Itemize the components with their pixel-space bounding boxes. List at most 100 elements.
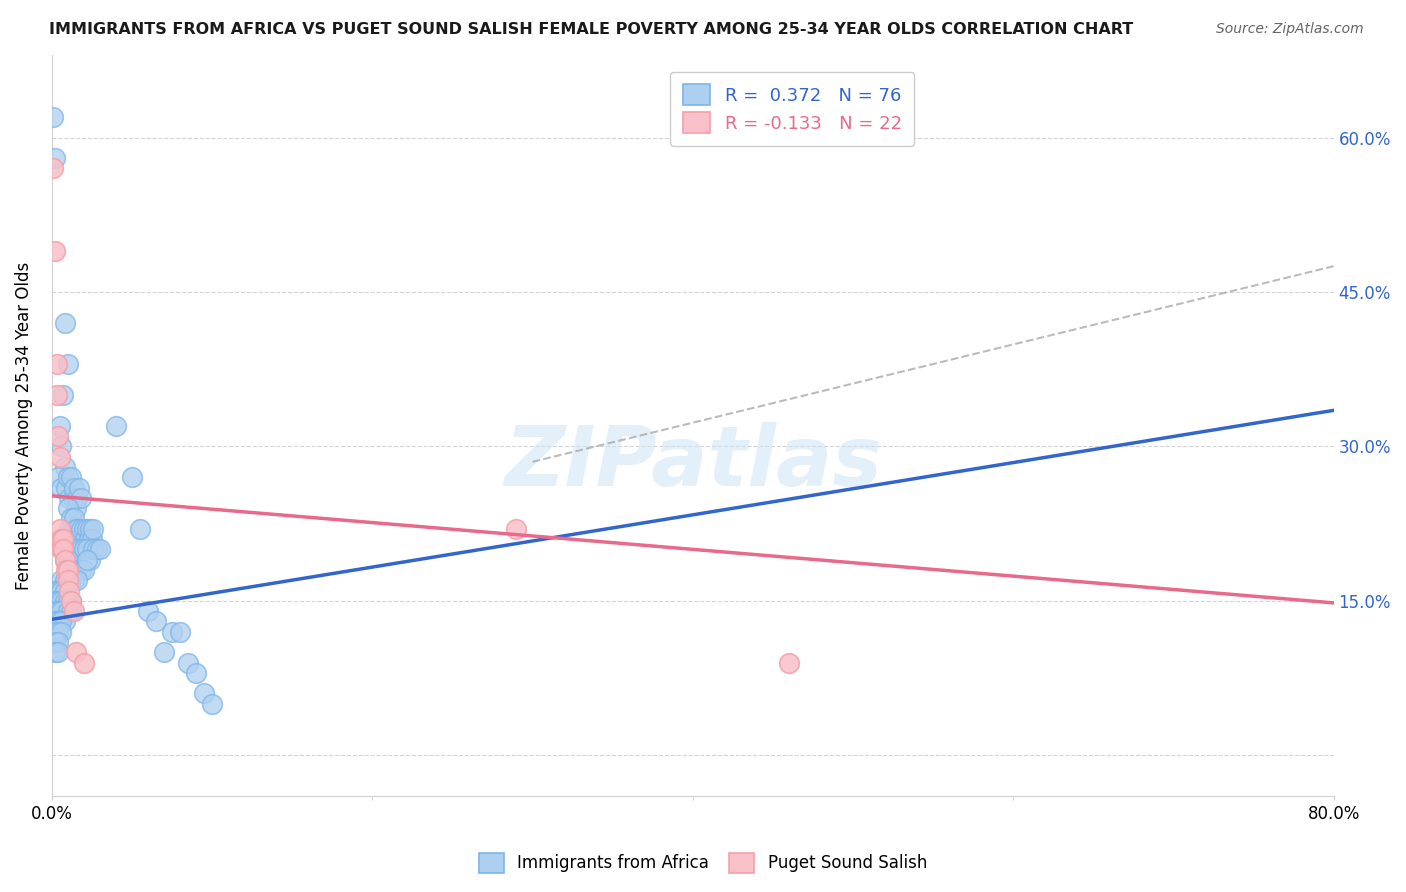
Point (75, 532, 97, 546)
Point (76, 542, 98, 557)
Point (65, 645, 87, 659)
Point (73, 542, 96, 557)
Point (46, 615, 69, 629)
Point (42, 110, 65, 124)
Point (201, 697, 224, 711)
Point (45, 357, 67, 371)
Point (46, 624, 69, 639)
Point (69, 491, 91, 505)
Point (56, 604, 79, 618)
Point (59, 604, 82, 618)
Legend: R =  0.372   N = 76, R = -0.133   N = 22: R = 0.372 N = 76, R = -0.133 N = 22 (671, 71, 914, 145)
Point (59, 594, 82, 608)
Point (63, 604, 86, 618)
Point (51, 594, 73, 608)
Point (51, 604, 73, 618)
Point (44, 594, 66, 608)
Point (169, 624, 191, 639)
Point (44, 604, 66, 618)
Point (51, 481, 73, 495)
Point (44, 244, 66, 258)
Point (136, 604, 159, 618)
Point (160, 624, 183, 639)
Point (56, 573, 79, 587)
Point (58, 522, 80, 536)
Point (177, 656, 200, 670)
Point (44, 151, 66, 165)
Point (63, 511, 86, 525)
Point (80, 532, 103, 546)
Point (53, 552, 76, 566)
Point (67, 532, 90, 546)
Point (121, 470, 143, 484)
Point (45, 388, 67, 402)
Point (55, 481, 77, 495)
Point (63, 563, 86, 577)
Point (63, 481, 86, 495)
Point (59, 470, 82, 484)
Point (59, 542, 82, 557)
Point (66, 573, 89, 587)
Point (44, 615, 66, 629)
Point (67, 481, 90, 495)
Point (77, 532, 100, 546)
Point (56, 501, 79, 516)
Point (49, 522, 72, 536)
Point (69, 522, 91, 536)
Point (79, 552, 101, 566)
Point (51, 573, 73, 587)
Point (46, 635, 69, 649)
Point (56, 470, 79, 484)
Point (59, 511, 82, 525)
Point (46, 604, 69, 618)
Point (76, 552, 98, 566)
Text: IMMIGRANTS FROM AFRICA VS PUGET SOUND SALISH FEMALE POVERTY AMONG 25-34 YEAR OLD: IMMIGRANTS FROM AFRICA VS PUGET SOUND SA… (49, 22, 1133, 37)
Point (778, 656, 800, 670)
Point (53, 460, 76, 475)
Point (58, 491, 80, 505)
Point (46, 470, 69, 484)
Text: Source: ZipAtlas.com: Source: ZipAtlas.com (1216, 22, 1364, 37)
Point (49, 450, 72, 464)
Point (46, 429, 69, 443)
Point (82, 542, 104, 557)
Point (52, 388, 75, 402)
Point (46, 594, 69, 608)
Point (44, 583, 66, 598)
Point (51, 615, 73, 629)
Point (53, 594, 76, 608)
Point (59, 573, 82, 587)
Point (505, 522, 527, 536)
Point (46, 645, 69, 659)
Point (51, 583, 73, 598)
Point (44, 635, 66, 649)
Point (56, 357, 79, 371)
Point (65, 522, 87, 536)
Y-axis label: Female Poverty Among 25-34 Year Olds: Female Poverty Among 25-34 Year Olds (15, 261, 32, 590)
Point (53, 316, 76, 330)
Point (51, 532, 73, 546)
Point (128, 522, 150, 536)
Point (53, 615, 76, 629)
Point (46, 583, 69, 598)
Point (63, 542, 86, 557)
Point (82, 522, 104, 536)
Point (44, 624, 66, 639)
Point (62, 522, 84, 536)
Point (86, 542, 108, 557)
Point (193, 686, 215, 700)
Point (58, 583, 80, 598)
Text: ZIPatlas: ZIPatlas (503, 422, 882, 503)
Point (73, 522, 96, 536)
Point (53, 583, 76, 598)
Point (53, 552, 76, 566)
Point (59, 594, 82, 608)
Point (56, 563, 79, 577)
Point (104, 418, 127, 433)
Legend: Immigrants from Africa, Puget Sound Salish: Immigrants from Africa, Puget Sound Sali… (472, 847, 934, 880)
Point (51, 624, 73, 639)
Point (66, 491, 89, 505)
Point (53, 573, 76, 587)
Point (73, 563, 96, 577)
Point (51, 439, 73, 453)
